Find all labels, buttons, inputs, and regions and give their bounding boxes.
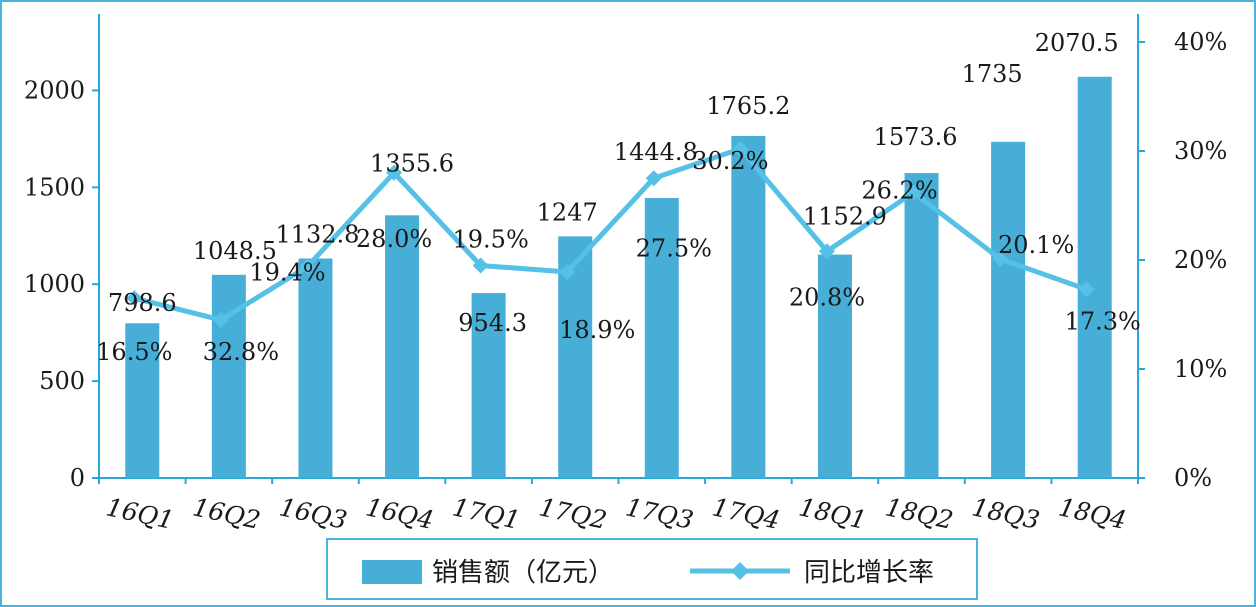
growth-value-label: 16.5% <box>96 338 172 366</box>
growth-value-label: 28.0% <box>356 225 432 253</box>
legend-bar-swatch <box>362 560 422 584</box>
category-label: 17Q1 <box>450 492 523 535</box>
bar <box>298 258 333 478</box>
bar-value-label: 1247 <box>537 198 598 226</box>
category-label: 16Q3 <box>277 492 350 535</box>
growth-value-label: 30.2% <box>692 147 768 175</box>
category-label: 16Q4 <box>363 492 436 535</box>
line-point <box>386 164 403 181</box>
category-label: 17Q2 <box>537 492 610 535</box>
growth-value-label: 20.8% <box>789 283 865 311</box>
line-point <box>992 250 1009 267</box>
left-tick-label: 2000 <box>24 76 85 104</box>
category-label: 16Q2 <box>190 492 263 535</box>
category-label: 18Q4 <box>1056 492 1129 535</box>
line-point <box>818 243 835 260</box>
bar-value-label: 2070.5 <box>1035 29 1119 57</box>
category-label: 17Q3 <box>623 492 696 535</box>
left-tick-label: 1000 <box>24 270 85 298</box>
line-point <box>126 290 143 307</box>
bar <box>991 141 1026 478</box>
bar-value-label: 798.6 <box>108 289 177 317</box>
growth-value-label: 19.5% <box>453 225 529 253</box>
legend-line-label: 同比增长率 <box>804 558 934 588</box>
bar <box>1077 76 1112 478</box>
left-tick-label: 500 <box>39 367 85 395</box>
category-label: 17Q4 <box>710 492 783 535</box>
line-point <box>472 257 489 274</box>
growth-value-label: 18.9% <box>559 316 635 344</box>
bar <box>731 135 766 478</box>
legend-line-marker <box>731 562 749 580</box>
right-tick-label: 0% <box>1174 464 1212 492</box>
category-label: 18Q3 <box>970 492 1043 535</box>
line-point <box>1078 281 1095 298</box>
legend-box <box>326 538 978 600</box>
line-point <box>299 258 316 275</box>
bar-value-label: 1735 <box>962 60 1023 88</box>
category-label: 18Q2 <box>883 492 956 535</box>
bar <box>644 198 679 479</box>
right-tick-label: 10% <box>1174 355 1227 383</box>
line-point <box>559 263 576 280</box>
right-tick-label: 20% <box>1174 246 1227 274</box>
bar <box>471 293 506 478</box>
growth-value-label: 20.1% <box>998 231 1074 259</box>
bar-value-label: 1048.5 <box>193 237 277 265</box>
bar <box>385 215 420 478</box>
growth-value-label: 27.5% <box>636 234 712 262</box>
legend-bar-label: 销售额（亿元） <box>432 558 614 588</box>
left-tick-label: 1500 <box>24 173 85 201</box>
bar-value-label: 1132.8 <box>275 220 359 248</box>
bar-value-label: 1152.9 <box>803 203 887 231</box>
growth-value-label: 17.3% <box>1065 307 1141 335</box>
line-point <box>645 170 662 187</box>
growth-value-label: 32.8% <box>203 338 279 366</box>
bar-value-label: 1765.2 <box>706 92 790 120</box>
line-point <box>212 311 229 328</box>
bar <box>125 323 160 478</box>
line-point <box>732 140 749 157</box>
left-tick-label: 0 <box>70 464 85 492</box>
category-label: 16Q1 <box>104 492 177 535</box>
bar <box>817 254 852 478</box>
bar-value-label: 1573.6 <box>874 123 958 151</box>
bar-value-label: 954.3 <box>458 309 527 337</box>
right-tick-label: 40% <box>1174 28 1227 56</box>
growth-value-label: 26.2% <box>861 176 937 204</box>
growth-line <box>133 146 1088 323</box>
bar-value-label: 1355.6 <box>370 149 454 177</box>
bar <box>904 173 939 478</box>
growth-value-label: 19.4% <box>249 259 325 287</box>
line-point <box>905 184 922 201</box>
right-tick-label: 30% <box>1174 137 1227 165</box>
category-label: 18Q1 <box>796 492 869 535</box>
bar-value-label: 1444.8 <box>614 138 698 166</box>
